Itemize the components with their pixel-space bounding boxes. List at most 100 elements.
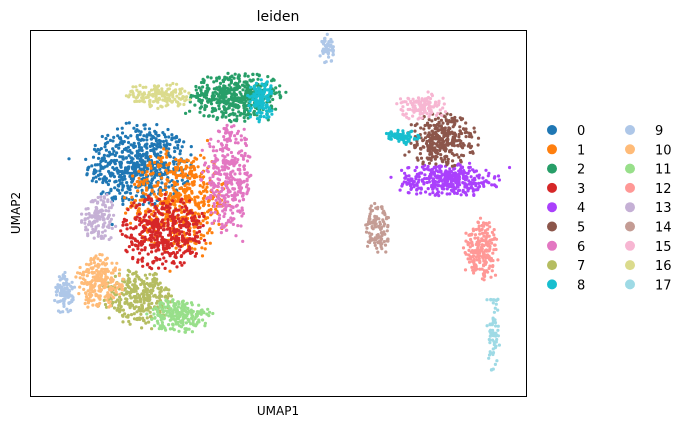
point (133, 286, 137, 291)
point (124, 167, 128, 171)
point (237, 199, 242, 203)
point (183, 160, 187, 164)
point (165, 83, 169, 87)
point (155, 160, 159, 164)
point (488, 350, 492, 354)
point (100, 134, 104, 139)
point (453, 115, 457, 120)
point (452, 141, 456, 145)
point (460, 153, 464, 157)
point (94, 175, 98, 179)
cluster-10-points (74, 252, 125, 309)
point (219, 231, 223, 235)
point (115, 127, 120, 131)
point (481, 251, 486, 255)
point (100, 280, 104, 284)
point (214, 198, 218, 202)
point (441, 96, 445, 100)
point (134, 225, 138, 229)
point (187, 91, 191, 95)
point (124, 211, 128, 215)
point (493, 243, 497, 247)
point (177, 329, 181, 333)
point (205, 185, 209, 189)
point (202, 214, 206, 218)
point (186, 312, 190, 316)
point (413, 129, 417, 133)
point (227, 83, 231, 87)
point (111, 139, 115, 143)
point (374, 222, 378, 226)
point (112, 158, 116, 163)
point (206, 231, 210, 235)
point (161, 325, 165, 329)
point (139, 130, 143, 134)
point (178, 149, 182, 153)
point (233, 112, 237, 116)
point (391, 134, 395, 138)
point (171, 95, 175, 99)
point (464, 135, 468, 139)
point (438, 149, 442, 153)
point (420, 116, 424, 120)
point (124, 146, 128, 150)
legend-marker-4 (547, 202, 557, 213)
point (184, 172, 188, 176)
point (194, 315, 198, 319)
point (235, 117, 239, 121)
point (186, 306, 190, 311)
legend-label-7: 7 (577, 259, 585, 274)
point (491, 259, 495, 263)
point (209, 102, 214, 106)
point (171, 224, 175, 228)
point (163, 135, 168, 139)
point (162, 133, 166, 137)
point (243, 141, 247, 146)
point (132, 306, 137, 311)
point (113, 288, 117, 292)
point (436, 128, 440, 132)
point (138, 232, 142, 236)
point (157, 266, 161, 270)
point (217, 196, 221, 200)
point (178, 313, 182, 317)
point (270, 109, 274, 113)
point (126, 184, 130, 188)
point (109, 206, 113, 210)
point (269, 84, 273, 88)
point (122, 174, 127, 178)
point (435, 187, 439, 191)
point (166, 220, 170, 225)
point (163, 250, 167, 254)
point (177, 159, 181, 163)
point (431, 177, 436, 181)
point (106, 199, 110, 204)
point (164, 259, 168, 263)
point (137, 212, 141, 216)
point (327, 40, 332, 44)
point (246, 154, 250, 158)
point (197, 99, 201, 103)
point (455, 163, 459, 167)
point (233, 172, 237, 176)
point (470, 240, 474, 244)
point (491, 351, 496, 355)
point (164, 204, 168, 208)
point (135, 123, 139, 128)
point (99, 277, 103, 281)
legend-marker-2 (547, 163, 557, 174)
point (367, 231, 371, 235)
legend-label-4: 4 (577, 201, 585, 216)
point (212, 219, 217, 223)
point (126, 302, 130, 306)
point (64, 280, 68, 285)
point (179, 321, 183, 325)
point (94, 226, 98, 230)
point (149, 197, 153, 201)
point (182, 251, 186, 255)
point (201, 77, 205, 81)
point (242, 167, 246, 171)
point (170, 244, 174, 248)
point (117, 184, 121, 188)
point (467, 169, 471, 173)
